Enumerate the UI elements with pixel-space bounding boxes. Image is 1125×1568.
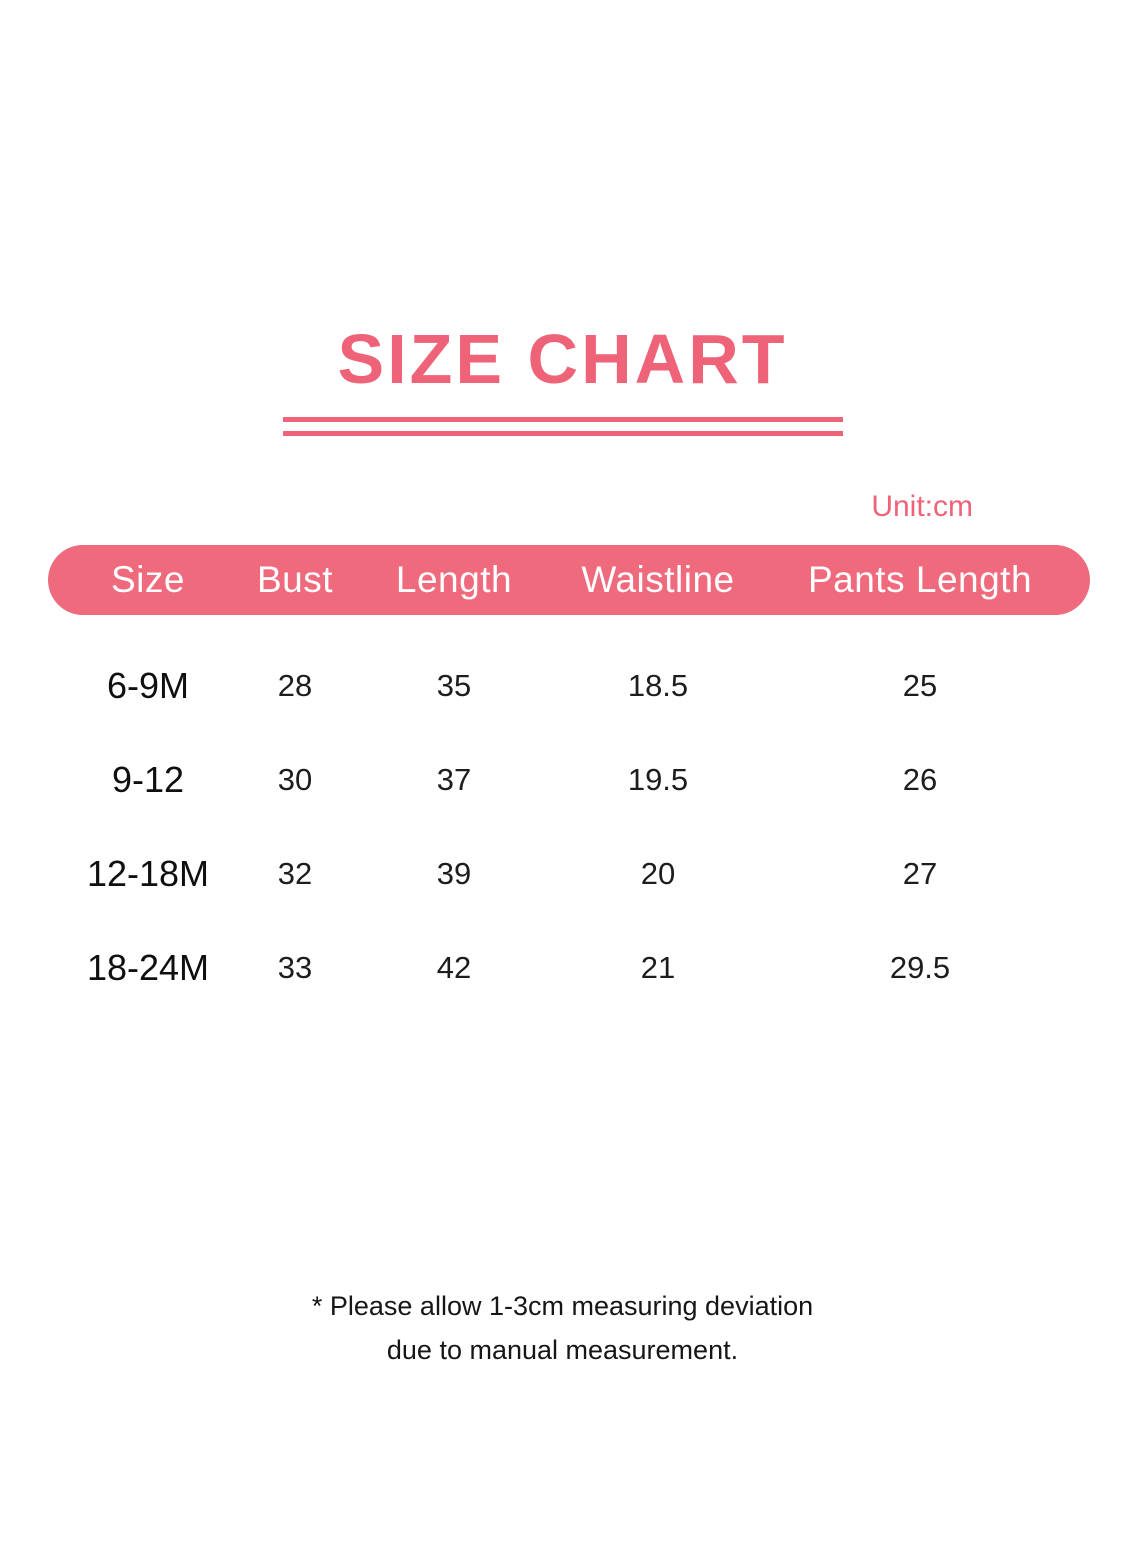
column-header-waistline: Waistline	[581, 559, 735, 600]
column-header-size: Size	[111, 559, 185, 600]
table-body: 6-9M 28 35 18.5 25 9-12 30 37 19.5 26 12…	[48, 639, 1090, 1015]
pants-length-cell: 25	[902, 668, 938, 703]
page-title: SIZE CHART	[337, 320, 788, 398]
table-row: 18-24M 33 42 21 29.5	[48, 921, 1090, 1015]
waistline-cell: 18.5	[627, 668, 689, 703]
size-cell: 12-18M	[86, 853, 210, 894]
footnote-line-2: due to manual measurement.	[386, 1335, 739, 1365]
bust-cell: 30	[277, 762, 313, 797]
table-row: 9-12 30 37 19.5 26	[48, 733, 1090, 827]
waistline-cell: 19.5	[627, 762, 689, 797]
footnote: * Please allow 1-3cm measuring deviation…	[0, 1284, 1125, 1372]
table-row: 6-9M 28 35 18.5 25	[48, 639, 1090, 733]
waistline-cell: 20	[640, 856, 676, 891]
unit-label: Unit:cm	[871, 490, 973, 523]
bust-cell: 32	[277, 856, 313, 891]
bust-cell: 28	[277, 668, 313, 703]
length-cell: 35	[436, 668, 472, 703]
size-cell: 9-12	[111, 759, 185, 800]
column-header-pants-length: Pants Length	[807, 559, 1033, 600]
size-cell: 6-9M	[106, 665, 190, 706]
pants-length-cell: 27	[902, 856, 938, 891]
table-header: Size Bust Length Waistline Pants Length	[48, 545, 1090, 615]
bust-cell: 33	[277, 950, 313, 985]
underline-rule-bottom	[282, 431, 843, 436]
pants-length-cell: 29.5	[889, 950, 951, 985]
underline-rule-top	[282, 417, 843, 422]
waistline-cell: 21	[640, 950, 676, 985]
column-header-bust: Bust	[256, 559, 334, 600]
length-cell: 37	[436, 762, 472, 797]
pants-length-cell: 26	[902, 762, 938, 797]
table-row: 12-18M 32 39 20 27	[48, 827, 1090, 921]
column-header-length: Length	[395, 559, 513, 600]
footnote-line-1: * Please allow 1-3cm measuring deviation	[311, 1291, 814, 1321]
length-cell: 42	[436, 950, 472, 985]
title-underline	[282, 417, 843, 436]
size-cell: 18-24M	[86, 947, 210, 988]
length-cell: 39	[436, 856, 472, 891]
